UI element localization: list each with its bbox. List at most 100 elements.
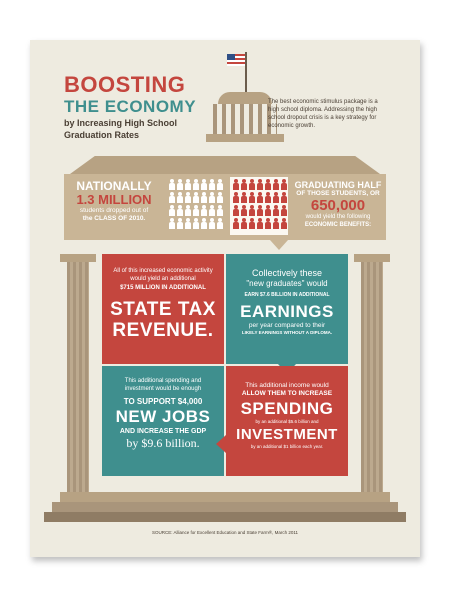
jobs-small1: This additional spending and investment … [124,378,202,392]
person-icon [209,179,215,190]
right-stat: GRADUATING HALF OF THOSE STUDENTS, OR 65… [292,180,384,229]
arrow-left-1 [216,435,226,453]
person-icon [265,218,271,229]
person-icon [217,205,223,216]
earnings-big: EARNINGS [240,301,334,321]
left-stat-line1: NATIONALLY [76,179,152,193]
right-column [361,262,383,492]
title-line1: BOOSTING [64,72,186,97]
person-icon [249,192,255,203]
right-stat-line1: GRADUATING HALF [294,180,382,190]
jobs-small3: AND INCREASE THE GDP [119,428,207,435]
person-icon [193,218,199,229]
left-stat-line3: students dropped out of [79,207,149,214]
person-icon [249,179,255,190]
person-icon [233,218,239,229]
revenue-small1: All of this increased economic activity … [113,268,213,282]
person-icon [177,218,183,229]
people-grid-white [168,179,228,231]
stats-band [64,174,386,240]
title-block: BOOSTING THE ECONOMY by Increasing High … [64,74,214,141]
spending-small2: ALLOW THEM TO INCREASE [241,389,333,397]
right-stat-line2: OF THOSE STUDENTS, OR [296,190,380,197]
person-icon [233,205,239,216]
person-icon [177,179,183,190]
person-icon [281,205,287,216]
person-icon [217,218,223,229]
arrow-down-1 [270,240,288,250]
right-stat-line3: 650,000 [310,197,366,214]
left-stat: NATIONALLY 1.3 MILLION students dropped … [66,180,162,223]
title-line4: Graduation Rates [64,130,140,140]
right-stat-line4: would yield the following [305,214,371,220]
earnings-small2: "new graduates" would [246,279,328,288]
roof-band [70,156,380,174]
person-icon [241,218,247,229]
left-stat-line4: the CLASS OF 2010. [82,215,146,222]
person-icon [273,192,279,203]
revenue-big1: STATE TAX [110,298,216,320]
right-stat-line5: ECONOMIC BENEFITS: [304,221,372,228]
right-capital [354,254,390,262]
spending-big2: INVESTMENT [236,425,338,443]
spending-small1: This additional income would [245,382,329,389]
person-icon [201,218,207,229]
infographic-poster: BOOSTING THE ECONOMY by Increasing High … [30,40,420,557]
person-icon [185,205,191,216]
person-icon [241,192,247,203]
panel-jobs: This additional spending and investment … [102,366,224,476]
panel-spending: This additional income would ALLOW THEM … [226,366,348,476]
person-icon [265,192,271,203]
person-icon [177,192,183,203]
person-icon [201,179,207,190]
person-icon [193,205,199,216]
revenue-big2: REVENUE. [112,319,214,341]
person-icon [233,192,239,203]
person-icon [209,218,215,229]
person-icon [209,192,215,203]
person-icon [201,205,207,216]
title-line3: by Increasing High School [64,118,178,128]
person-icon [257,218,263,229]
person-icon [257,205,263,216]
person-icon [169,205,175,216]
person-icon [273,218,279,229]
person-icon [169,179,175,190]
panel-revenue: All of this increased economic activity … [102,254,224,364]
person-icon [265,179,271,190]
left-column [67,262,89,492]
left-capital [60,254,96,262]
intro-text: The best economic stimulus package is a … [268,99,378,129]
base-step-1 [60,492,390,502]
person-icon [273,205,279,216]
revenue-small2: $715 MILLION IN ADDITIONAL [120,285,206,291]
earnings-small5: LIKELY EARNINGS WITHOUT A DIPLOMA. [241,330,333,335]
person-icon [241,179,247,190]
left-stat-line2: 1.3 MILLION [76,192,152,207]
person-icon [281,179,287,190]
flag-icon [227,54,245,66]
person-icon [185,179,191,190]
person-icon [217,192,223,203]
base-step-2 [52,502,398,512]
person-icon [257,179,263,190]
person-icon [169,192,175,203]
people-grid-red [232,179,288,231]
earnings-small4: per year compared to their [248,321,326,329]
person-icon [201,192,207,203]
person-icon [185,218,191,229]
person-icon [169,218,175,229]
dome-top [218,92,272,104]
person-icon [193,179,199,190]
title-line2: THE ECONOMY [64,97,197,116]
person-icon [281,192,287,203]
earnings-small1: Collectively these [251,268,323,278]
person-icon [265,205,271,216]
base-step-3 [44,512,406,522]
person-icon [249,205,255,216]
person-icon [257,192,263,203]
person-icon [281,218,287,229]
jobs-big: NEW JOBS [115,407,211,426]
person-icon [241,205,247,216]
jobs-small4: by $9.6 billion. [126,436,200,450]
